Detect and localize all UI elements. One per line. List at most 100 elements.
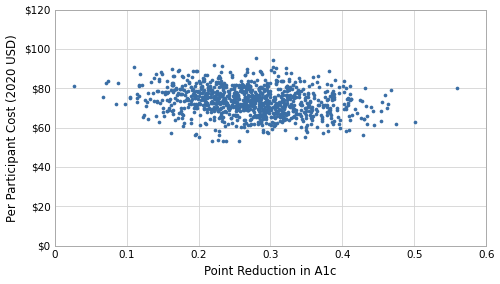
Point — [221, 101, 229, 105]
Point — [369, 109, 377, 114]
Point — [192, 106, 200, 110]
Point — [269, 105, 277, 109]
Point — [184, 89, 192, 94]
Point — [200, 88, 207, 93]
Point — [288, 94, 296, 98]
Point — [216, 93, 224, 98]
Point — [280, 102, 287, 107]
Point — [185, 80, 193, 85]
Point — [328, 103, 336, 108]
Point — [250, 101, 258, 106]
Point — [335, 85, 343, 89]
Point — [279, 98, 287, 103]
Point — [192, 93, 200, 97]
Point — [197, 87, 205, 91]
Point — [270, 70, 278, 75]
Point — [163, 79, 171, 83]
Point — [283, 101, 291, 106]
Point — [256, 107, 264, 111]
Point — [248, 122, 256, 126]
Point — [201, 102, 209, 106]
Point — [268, 127, 276, 131]
Point — [196, 94, 203, 99]
Point — [217, 81, 225, 86]
Point — [253, 98, 261, 102]
Point — [251, 95, 259, 100]
Point — [318, 119, 326, 123]
Point — [336, 118, 344, 122]
Point — [203, 72, 211, 77]
Point — [250, 103, 258, 107]
Point — [283, 83, 291, 88]
Point — [288, 87, 296, 91]
Point — [212, 105, 220, 109]
Point — [274, 78, 281, 83]
Point — [192, 131, 200, 136]
Point — [262, 97, 270, 101]
Point — [298, 107, 306, 112]
Point — [264, 89, 272, 94]
Point — [202, 103, 210, 107]
Point — [278, 111, 286, 116]
Point — [236, 89, 244, 93]
Point — [248, 94, 256, 99]
Point — [248, 94, 256, 98]
Point — [256, 70, 264, 74]
Point — [214, 76, 222, 80]
Point — [262, 121, 270, 126]
Point — [250, 106, 258, 111]
Point — [246, 104, 254, 109]
Point — [342, 129, 349, 133]
Point — [276, 112, 283, 116]
Point — [308, 82, 316, 86]
Point — [235, 84, 243, 89]
Point — [153, 89, 161, 93]
Point — [248, 101, 256, 106]
Point — [214, 92, 222, 97]
Point — [272, 109, 280, 114]
Point — [256, 88, 264, 93]
Point — [250, 114, 258, 119]
Point — [267, 101, 275, 106]
Point — [248, 97, 256, 101]
Point — [271, 107, 279, 112]
Point — [273, 101, 281, 106]
Point — [206, 106, 214, 110]
Point — [190, 93, 198, 98]
Point — [216, 115, 224, 119]
Point — [214, 96, 222, 101]
Point — [278, 78, 286, 83]
Point — [384, 102, 392, 106]
Point — [280, 98, 288, 102]
Point — [224, 96, 232, 101]
Point — [231, 113, 239, 117]
Point — [345, 128, 353, 132]
Point — [169, 82, 177, 87]
Point — [363, 121, 371, 126]
X-axis label: Point Reduction in A1c: Point Reduction in A1c — [204, 266, 336, 278]
Point — [194, 89, 202, 94]
Point — [307, 106, 315, 111]
Point — [255, 102, 263, 106]
Point — [256, 86, 264, 90]
Point — [263, 102, 271, 106]
Point — [176, 87, 184, 92]
Point — [272, 101, 280, 106]
Point — [323, 82, 331, 86]
Point — [280, 116, 287, 120]
Point — [168, 82, 176, 87]
Point — [286, 103, 294, 108]
Point — [216, 111, 224, 115]
Point — [232, 114, 239, 118]
Point — [239, 107, 247, 112]
Point — [285, 117, 293, 122]
Point — [158, 98, 166, 102]
Point — [326, 106, 334, 111]
Point — [342, 107, 350, 111]
Point — [304, 95, 312, 100]
Point — [254, 106, 262, 111]
Point — [282, 71, 290, 76]
Point — [161, 91, 169, 96]
Point — [286, 76, 294, 81]
Point — [204, 85, 212, 89]
